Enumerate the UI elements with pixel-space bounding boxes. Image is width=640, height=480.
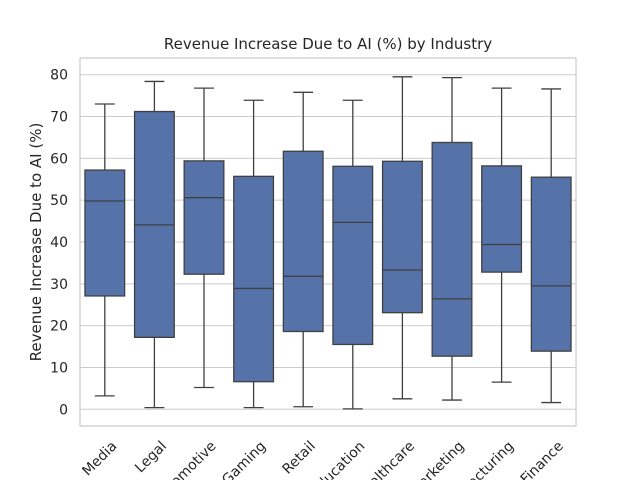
y-tick-label: 60 xyxy=(50,151,68,167)
x-tick-label: Media xyxy=(79,438,120,479)
y-tick-label: 40 xyxy=(50,235,68,251)
y-tick-label: 30 xyxy=(50,277,68,293)
y-tick-label: 80 xyxy=(50,68,68,84)
x-tick-label: Legal xyxy=(132,438,170,476)
boxes xyxy=(84,76,572,410)
x-tick-label: Finance xyxy=(518,438,567,480)
iqr-box xyxy=(183,160,225,275)
box-manufacturing xyxy=(481,87,523,383)
box-education xyxy=(332,99,374,410)
y-axis-ticks: 0 10 20 30 40 50 60 70 80 xyxy=(50,68,68,419)
y-tick-label: 70 xyxy=(50,110,68,126)
box-finance xyxy=(530,88,572,404)
x-tick-label: Gaming xyxy=(219,438,269,480)
y-tick-label: 20 xyxy=(50,319,68,335)
x-tick-label: Education xyxy=(308,438,369,480)
box-automotive xyxy=(183,87,225,389)
box-gaming xyxy=(233,99,275,409)
plot-frame xyxy=(79,57,577,427)
box-healthcare xyxy=(381,76,423,400)
box-retail xyxy=(282,91,324,408)
box-media xyxy=(84,103,126,397)
iqr-box xyxy=(282,150,324,333)
y-tick-label: 50 xyxy=(50,193,68,209)
y-tick-label: 10 xyxy=(50,360,68,376)
x-tick-label: Retail xyxy=(280,438,319,477)
box-legal xyxy=(133,80,175,409)
iqr-box xyxy=(481,165,523,273)
y-tick-label: 0 xyxy=(59,402,68,418)
x-tick-label: Marketing xyxy=(407,438,468,480)
box-marketing xyxy=(431,77,473,401)
iqr-box xyxy=(233,175,275,383)
iqr-box xyxy=(84,169,126,297)
iqr-box xyxy=(332,165,374,346)
chart-title: Revenue Increase Due to AI (%) by Indust… xyxy=(164,35,492,53)
y-axis-label: Revenue Increase Due to AI (%) xyxy=(27,123,45,362)
iqr-box xyxy=(381,160,423,314)
iqr-box xyxy=(431,141,473,357)
iqr-box xyxy=(530,176,572,352)
